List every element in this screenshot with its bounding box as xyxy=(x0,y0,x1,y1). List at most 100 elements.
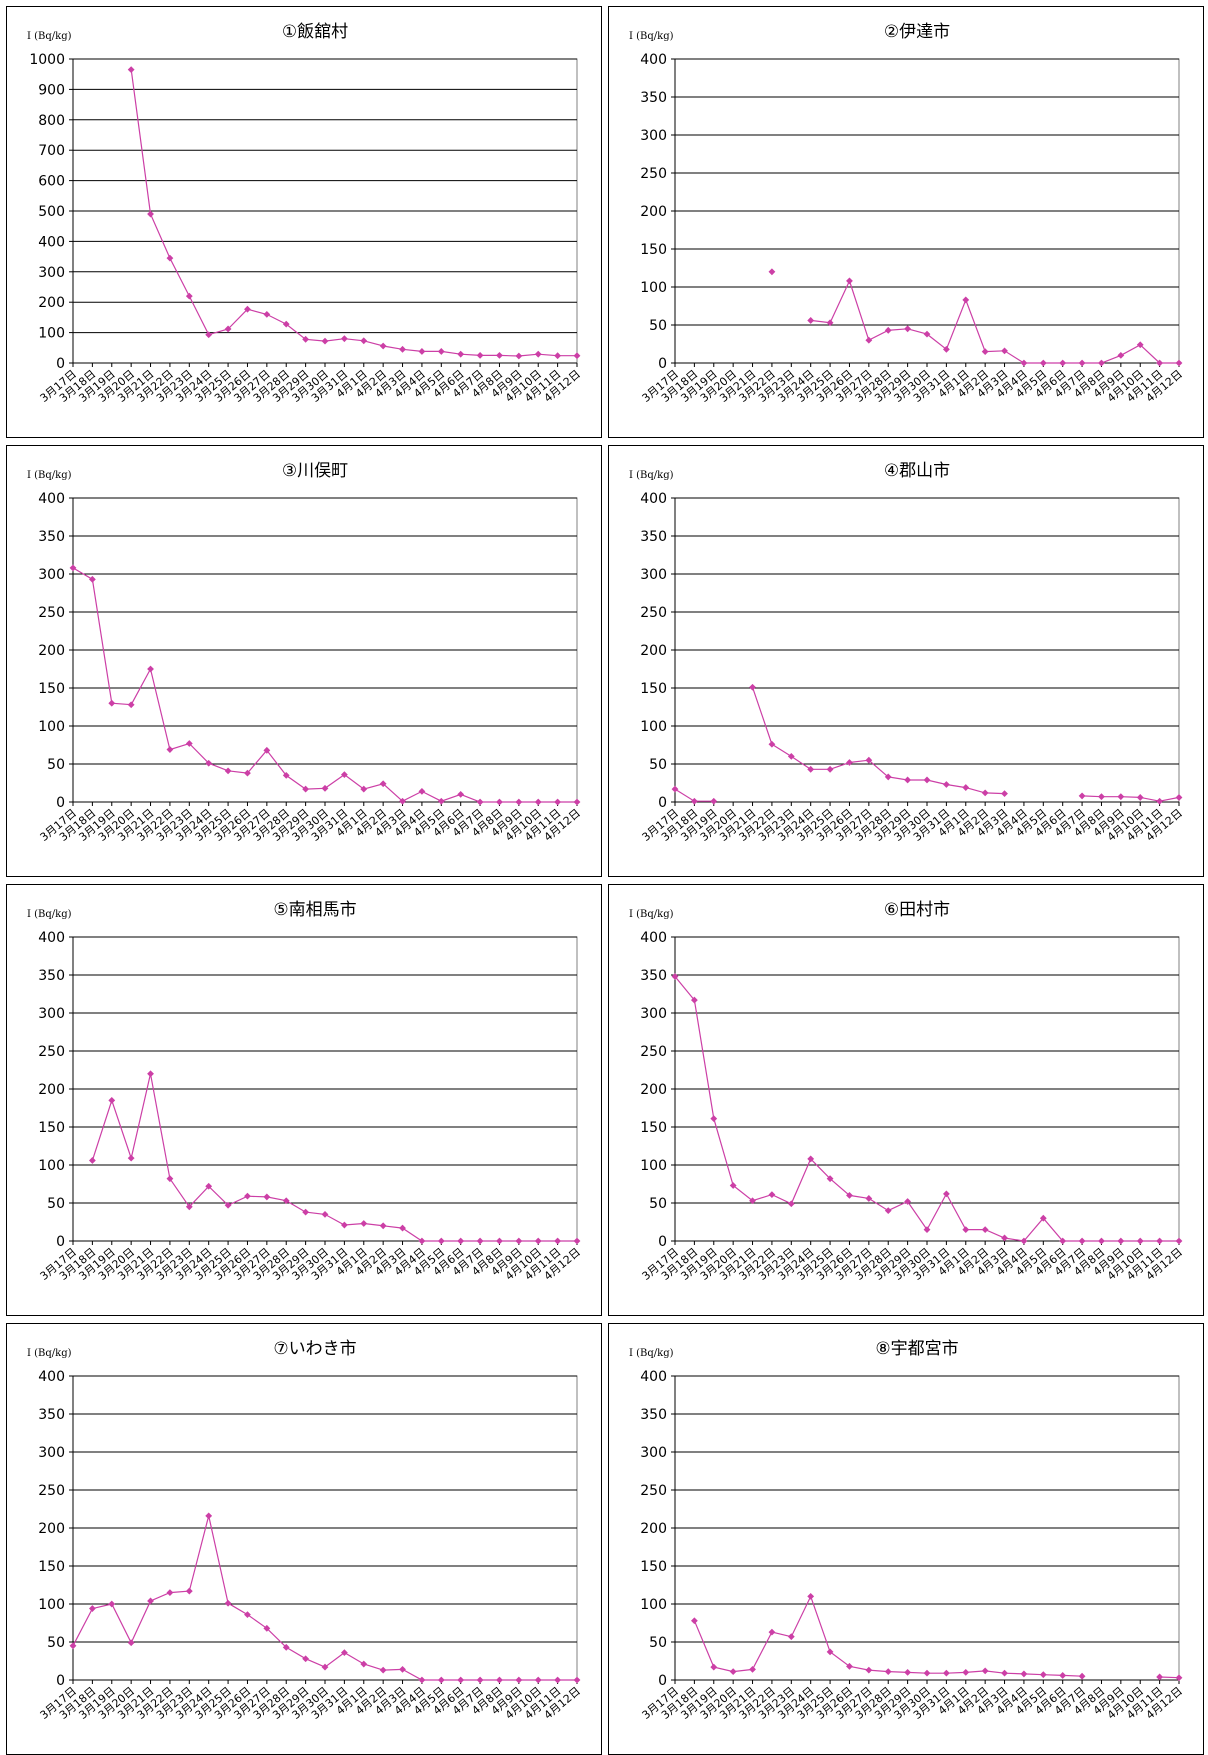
y-tick-label: 0 xyxy=(658,1673,667,1689)
y-tick-label: 150 xyxy=(640,1559,667,1575)
data-point xyxy=(282,1197,290,1205)
chart-panel-8: 0 50 100 150 200 250 300 350 400 3月17日 3月18日 3月19日 3… xyxy=(608,1323,1204,1755)
y-tick-label: 50 xyxy=(47,1196,65,1212)
data-point xyxy=(1175,359,1183,367)
y-tick-label: 350 xyxy=(640,90,667,106)
data-point xyxy=(690,1617,698,1625)
data-point xyxy=(923,1669,931,1677)
y-tick-label: 200 xyxy=(640,643,667,659)
data-point xyxy=(1020,1237,1028,1245)
data-point xyxy=(166,1589,174,1596)
data-point xyxy=(263,1193,271,1201)
data-point xyxy=(1078,359,1086,367)
chart-svg: 010020030040050060070080090010003月17日3月1… xyxy=(27,21,583,405)
data-point xyxy=(302,785,310,793)
y-tick-label: 250 xyxy=(38,605,65,621)
data-point xyxy=(88,1605,96,1612)
data-point xyxy=(1156,359,1164,367)
data-point xyxy=(185,292,193,300)
data-point xyxy=(457,350,465,358)
data-point xyxy=(302,335,310,343)
y-tick-label: 300 xyxy=(640,1445,667,1461)
data-point xyxy=(671,973,679,980)
data-point xyxy=(302,1655,310,1663)
y-tick-label: 0 xyxy=(658,1234,667,1250)
data-point xyxy=(1059,1672,1067,1679)
data-point xyxy=(1020,1670,1028,1678)
y-tick-label: 0 xyxy=(56,356,65,372)
data-point xyxy=(923,330,931,338)
data-point xyxy=(923,1226,931,1233)
chart-title: ⑧宇都宮市 xyxy=(875,1339,958,1359)
data-point xyxy=(981,348,989,355)
y-tick-label: 250 xyxy=(640,1483,667,1499)
chart-title: ⑦いわき市 xyxy=(273,1339,356,1359)
data-point xyxy=(418,348,426,355)
data-point xyxy=(1098,1237,1105,1245)
chart-svg: 0501001502002503003504003月17日3月18日3月19日3… xyxy=(629,1339,1185,1722)
data-point xyxy=(884,326,892,334)
y-tick-label: 0 xyxy=(658,795,667,811)
y-tick-label: 250 xyxy=(38,1483,65,1499)
y-tick-label: 400 xyxy=(38,1369,65,1385)
data-point xyxy=(865,1666,873,1674)
data-point xyxy=(1175,1674,1183,1682)
chart-panel-2: 0 50 100 150 200 250 300 350 400 3月17日 3月18日 3月19日 3… xyxy=(608,6,1204,438)
data-point xyxy=(476,1676,484,1684)
data-point xyxy=(962,1226,970,1233)
data-point xyxy=(1098,359,1105,367)
chart-panel-7: 0 50 100 150 200 250 300 350 400 3月17日 3月18日 3月19日 3… xyxy=(6,1323,602,1755)
data-point xyxy=(1117,793,1125,801)
y-tick-label: 500 xyxy=(38,204,65,220)
y-tick-label: 50 xyxy=(47,1635,65,1651)
data-point xyxy=(884,773,892,781)
data-point xyxy=(749,1665,756,1673)
data-point xyxy=(437,1676,445,1684)
y-axis-unit-label: I (Bq/kg) xyxy=(629,470,674,481)
y-tick-label: 600 xyxy=(38,174,65,190)
data-point xyxy=(379,1666,387,1674)
y-tick-label: 0 xyxy=(658,356,667,372)
data-point xyxy=(166,254,174,262)
y-tick-label: 100 xyxy=(640,280,667,296)
data-point xyxy=(981,1226,989,1233)
data-point xyxy=(127,1154,135,1162)
data-point xyxy=(942,345,950,353)
data-point xyxy=(904,1198,912,1205)
data-point xyxy=(476,1237,484,1245)
data-point xyxy=(846,759,853,766)
chart-svg: 0501001502002503003504003月17日3月18日3月19日3… xyxy=(629,461,1185,844)
data-point xyxy=(1001,1669,1008,1677)
chart-svg: 0501001502002503003504003月17日3月18日3月19日3… xyxy=(629,22,1185,405)
data-point xyxy=(573,1676,581,1684)
data-point xyxy=(942,781,950,788)
data-point xyxy=(865,756,873,764)
data-point xyxy=(1117,1237,1125,1245)
data-point xyxy=(515,352,523,360)
data-point xyxy=(981,789,989,797)
chart-title: ⑤南相馬市 xyxy=(273,900,356,920)
data-point xyxy=(263,1624,271,1632)
y-axis-unit-label: I (Bq/kg) xyxy=(27,1348,72,1359)
y-tick-label: 400 xyxy=(640,52,667,68)
data-point xyxy=(690,797,698,805)
data-point xyxy=(321,1211,329,1218)
data-point xyxy=(147,1597,154,1605)
data-point xyxy=(1156,1237,1164,1245)
y-tick-label: 900 xyxy=(38,82,65,98)
data-point xyxy=(340,1221,348,1229)
data-point xyxy=(224,325,232,333)
y-tick-label: 150 xyxy=(640,242,667,258)
data-point xyxy=(515,798,523,806)
y-tick-label: 250 xyxy=(38,1044,65,1060)
y-tick-label: 800 xyxy=(38,113,65,129)
data-point xyxy=(826,319,834,327)
y-axis-unit-label: I (Bq/kg) xyxy=(629,909,674,920)
data-point xyxy=(457,1237,465,1245)
data-point xyxy=(282,772,290,779)
data-point xyxy=(962,1669,970,1676)
y-tick-label: 300 xyxy=(640,567,667,583)
y-tick-label: 350 xyxy=(640,968,667,984)
y-tick-label: 300 xyxy=(640,128,667,144)
series-line xyxy=(810,279,1179,364)
